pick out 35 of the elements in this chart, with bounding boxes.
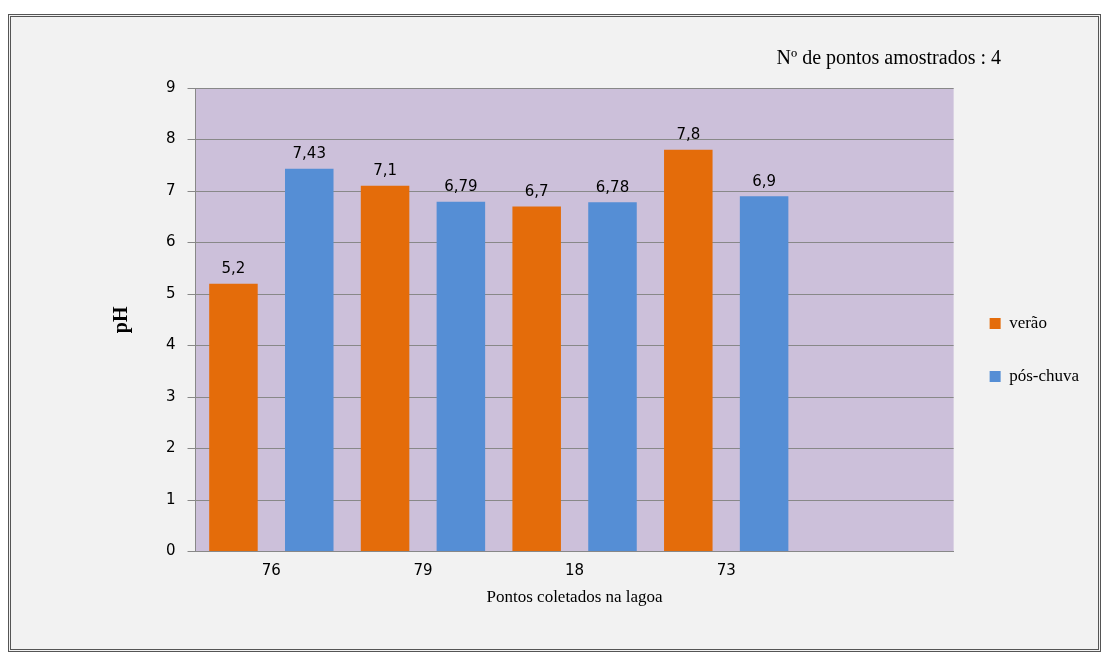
y-tick-label: 8	[166, 129, 176, 148]
x-tick-label: 79	[413, 561, 433, 580]
x-tick-label: 76	[261, 561, 281, 580]
y-axis-title: pH	[109, 306, 133, 334]
bar	[512, 206, 561, 552]
bar	[360, 185, 410, 552]
legend-label: verão	[1009, 312, 1047, 332]
text: 7,8	[676, 125, 701, 144]
text: 6,7	[524, 181, 549, 200]
y-tick-label: 0	[166, 541, 176, 560]
text: 7,1	[373, 161, 397, 180]
x-axis-title: Pontos coletados na lagoa	[486, 587, 664, 607]
text: 6,9	[752, 171, 777, 190]
bar	[664, 149, 713, 552]
bar	[436, 201, 486, 552]
y-tick-label: 1	[166, 489, 176, 508]
text: 5,2	[221, 259, 246, 278]
y-tick-label: 6	[166, 232, 176, 251]
text: 6,78	[595, 177, 630, 196]
bar	[285, 168, 334, 552]
x-tick-label: 73	[716, 561, 736, 580]
bar	[588, 202, 637, 552]
y-tick-label: 2	[166, 438, 176, 457]
y-tick-label: 9	[166, 77, 176, 96]
y-tick-label: 7	[166, 180, 176, 199]
bar	[209, 283, 258, 552]
y-tick-label: 4	[166, 335, 176, 354]
text: Nº de pontos amostrados : 4	[776, 46, 1001, 69]
y-tick-label: 3	[166, 386, 176, 405]
legend-label: pós-chuva	[1009, 365, 1080, 385]
y-tick-label: 5	[166, 283, 176, 302]
text: 7,43	[292, 144, 326, 163]
x-tick-label: 18	[565, 561, 585, 580]
bar	[739, 196, 789, 552]
text: 6,79	[444, 177, 478, 196]
